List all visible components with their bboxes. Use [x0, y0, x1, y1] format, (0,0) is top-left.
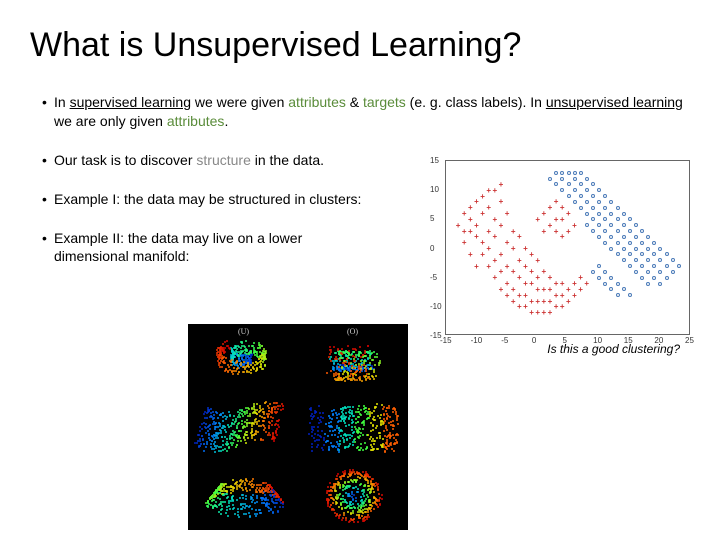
bullet-1: In supervised learning we were given att… — [42, 93, 690, 131]
manifold-cell-5 — [299, 462, 406, 528]
manifold-cell-0: (U) — [190, 326, 297, 392]
bullet-4: Example II: the data may live on a lower… — [42, 229, 362, 267]
term-attributes: attributes — [288, 94, 346, 110]
term-supervised: supervised learning — [70, 94, 191, 110]
text: In — [54, 94, 70, 110]
text: (e. g. class labels). In — [406, 94, 546, 110]
manifold-cell-1: (O) — [299, 326, 406, 392]
text: & — [346, 94, 363, 110]
text: we are only given — [54, 113, 167, 129]
term-targets: targets — [363, 94, 406, 110]
manifold-grid: (U)(O) — [188, 324, 408, 530]
slide: What is Unsupervised Learning? In superv… — [0, 0, 720, 540]
scatter-caption: Is this a good clustering? — [547, 342, 680, 356]
cluster-scatter-plot: -15-10-50510152025-15-10-5051015++++++++… — [445, 160, 690, 335]
text: Our task is to discover — [54, 152, 196, 168]
slide-title: What is Unsupervised Learning? — [30, 26, 690, 65]
term-attributes-2: attributes — [167, 113, 225, 129]
text: in the data. — [251, 152, 324, 168]
text: we were given — [191, 94, 288, 110]
manifold-cell-3 — [299, 394, 406, 460]
manifold-cell-4 — [190, 462, 297, 528]
text: . — [224, 113, 228, 129]
manifold-cell-2 — [190, 394, 297, 460]
term-structure: structure — [196, 152, 250, 168]
term-unsupervised: unsupervised learning — [546, 94, 683, 110]
